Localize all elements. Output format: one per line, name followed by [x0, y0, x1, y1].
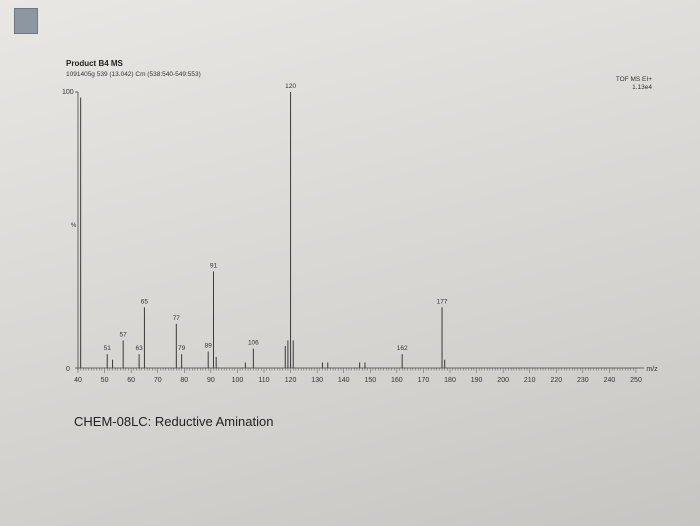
peak-label: 91 — [210, 262, 218, 269]
peak-label: 79 — [178, 345, 186, 352]
peak-label: 89 — [205, 342, 213, 349]
x-tick-label: 160 — [391, 377, 403, 384]
y-tick-label-0: 0 — [66, 366, 70, 373]
peak-label: 106 — [248, 340, 259, 347]
x-tick-label: 150 — [364, 377, 376, 384]
x-tick-label: 250 — [630, 377, 642, 384]
x-tick-label: 200 — [497, 377, 509, 384]
x-tick-label: 170 — [418, 377, 430, 384]
x-tick-label: 120 — [285, 377, 297, 384]
ionization-mode-label: TOF MS EI+ — [615, 76, 652, 83]
y-axis-label: % — [71, 223, 77, 229]
x-tick-label: 140 — [338, 377, 350, 384]
peak-label: 77 — [173, 315, 181, 322]
x-tick-label: 190 — [471, 377, 483, 384]
y-tick-label-100: 100 — [62, 89, 74, 96]
peak-label: 51 — [104, 345, 112, 352]
intensity-scale: 1.13e4 — [632, 84, 652, 91]
x-tick-label: 50 — [101, 377, 109, 384]
peak-label: 65 — [141, 298, 149, 305]
x-tick-label: 180 — [444, 377, 456, 384]
x-tick-label: 230 — [577, 377, 589, 384]
x-tick-label: 110 — [258, 377, 269, 384]
x-tick-label: 40 — [74, 377, 82, 384]
x-tick-label: 60 — [127, 377, 135, 384]
x-tick-label: 220 — [550, 377, 562, 384]
x-tick-label: 100 — [232, 377, 244, 384]
peak-label: 177 — [437, 298, 448, 305]
peak-label: 162 — [397, 345, 408, 352]
page-caption: CHEM-08LC: Reductive Amination — [74, 414, 274, 429]
peak-label: 120 — [285, 83, 296, 90]
x-tick-label: 80 — [180, 377, 188, 384]
x-tick-label: 240 — [604, 377, 616, 384]
peak-label: 57 — [120, 331, 128, 338]
spectrum-title: Product B4 MS — [66, 59, 123, 68]
spectrum-subtitle: 1091405g 539 (13.042) Cm (538:540-549:55… — [66, 71, 201, 78]
x-tick-label: 90 — [207, 377, 215, 384]
ionization-mode: TOF MS EI+ 1.13e4 — [616, 76, 652, 92]
x-tick-label: 70 — [154, 377, 162, 384]
folder-tab-icon — [14, 8, 38, 34]
x-axis-label: m/z — [646, 366, 658, 373]
peak-label: 63 — [135, 345, 143, 352]
x-tick-label: 210 — [524, 377, 536, 384]
x-tick-label: 130 — [311, 377, 323, 384]
